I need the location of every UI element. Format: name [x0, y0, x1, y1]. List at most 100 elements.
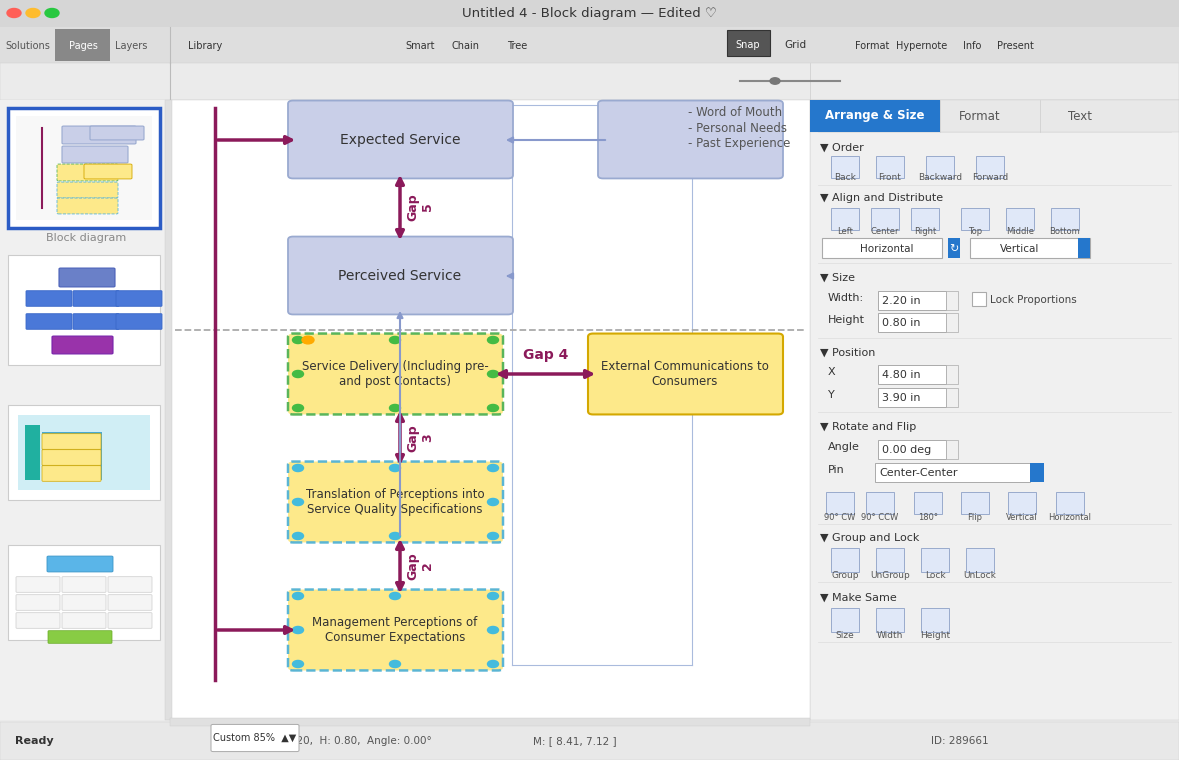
FancyBboxPatch shape	[62, 577, 106, 592]
Bar	[170, 100, 810, 720]
Text: 0.00 deg: 0.00 deg	[882, 445, 931, 455]
Text: Format: Format	[960, 109, 1001, 122]
Text: UnLock: UnLock	[963, 571, 996, 579]
Text: Lock Proportions: Lock Proportions	[990, 295, 1076, 305]
Text: ▼ Group and Lock: ▼ Group and Lock	[821, 533, 920, 543]
Text: 90° CCW: 90° CCW	[862, 512, 898, 521]
Text: Group: Group	[831, 571, 858, 579]
Text: Horizontal: Horizontal	[859, 244, 914, 254]
Text: Gap
3: Gap 3	[406, 424, 434, 451]
Text: Info: Info	[963, 41, 981, 51]
Text: ▼ Size: ▼ Size	[821, 273, 855, 283]
Bar	[876, 608, 904, 632]
Circle shape	[292, 464, 303, 471]
Bar	[961, 492, 989, 514]
Text: Snap: Snap	[736, 40, 760, 50]
Text: Bottom: Bottom	[1049, 227, 1080, 236]
FancyBboxPatch shape	[57, 198, 118, 214]
Bar	[971, 292, 986, 306]
Text: Translation of Perceptions into
Service Quality Specifications: Translation of Perceptions into Service …	[305, 488, 485, 516]
Text: Pages: Pages	[68, 41, 98, 51]
Text: Backward: Backward	[918, 173, 962, 182]
Circle shape	[26, 8, 40, 17]
Text: Front: Front	[878, 173, 902, 182]
Text: Chain: Chain	[452, 41, 479, 51]
Bar	[878, 440, 946, 459]
FancyBboxPatch shape	[84, 164, 132, 179]
Text: 0.80 in: 0.80 in	[882, 318, 921, 328]
Text: Expected Service: Expected Service	[340, 133, 460, 147]
Bar	[966, 548, 994, 572]
FancyBboxPatch shape	[57, 164, 118, 181]
Text: Forward: Forward	[971, 173, 1008, 182]
FancyBboxPatch shape	[26, 291, 72, 306]
Text: ▼ Make Same: ▼ Make Same	[821, 593, 897, 603]
Bar	[946, 365, 959, 384]
Text: Height: Height	[920, 631, 950, 639]
Text: Format: Format	[855, 41, 889, 51]
FancyBboxPatch shape	[288, 236, 513, 315]
Circle shape	[487, 337, 499, 344]
Text: Gap
2: Gap 2	[406, 553, 434, 580]
FancyBboxPatch shape	[17, 613, 60, 629]
FancyBboxPatch shape	[47, 556, 113, 572]
Circle shape	[292, 337, 303, 344]
Bar	[946, 291, 959, 310]
Text: Size: Size	[836, 631, 855, 639]
FancyBboxPatch shape	[17, 595, 60, 610]
Text: Tree: Tree	[507, 41, 527, 51]
Text: Width:: Width:	[828, 293, 864, 303]
Text: ▼ Order: ▼ Order	[821, 143, 864, 153]
Circle shape	[487, 370, 499, 378]
Bar	[831, 608, 859, 632]
Text: Middle: Middle	[1006, 227, 1034, 236]
Circle shape	[7, 8, 21, 17]
Text: Ready: Ready	[15, 736, 53, 746]
Bar	[1030, 463, 1043, 482]
FancyBboxPatch shape	[57, 182, 118, 198]
Circle shape	[487, 593, 499, 600]
Circle shape	[389, 533, 401, 540]
Text: Vertical: Vertical	[1000, 244, 1040, 254]
Circle shape	[45, 8, 59, 17]
Bar	[948, 238, 960, 258]
Bar	[42, 432, 103, 480]
Bar	[1056, 492, 1084, 514]
Bar	[946, 313, 959, 332]
Text: External Communications to
Consumers: External Communications to Consumers	[601, 360, 769, 388]
Text: Center-Center: Center-Center	[880, 468, 957, 478]
FancyBboxPatch shape	[288, 461, 503, 543]
Circle shape	[389, 464, 401, 471]
Bar	[1008, 492, 1036, 514]
Text: Management Perceptions of
Consumer Expectations: Management Perceptions of Consumer Expec…	[312, 616, 477, 644]
Bar	[878, 313, 946, 332]
FancyBboxPatch shape	[73, 314, 119, 329]
Text: Solutions: Solutions	[6, 41, 51, 51]
FancyBboxPatch shape	[73, 291, 119, 306]
FancyBboxPatch shape	[17, 577, 60, 592]
Bar	[18, 415, 150, 490]
Bar	[8, 255, 160, 365]
Bar	[0, 63, 1179, 100]
FancyBboxPatch shape	[62, 613, 106, 629]
FancyBboxPatch shape	[288, 334, 503, 414]
Bar	[961, 208, 989, 230]
Bar	[0, 100, 172, 720]
Text: Perceived Service: Perceived Service	[338, 269, 461, 283]
Text: Back: Back	[834, 173, 856, 182]
Circle shape	[292, 404, 303, 412]
Circle shape	[292, 370, 303, 378]
Bar	[1006, 208, 1034, 230]
Text: Top: Top	[968, 227, 982, 236]
Bar	[875, 463, 1030, 482]
Bar	[1078, 238, 1091, 258]
Circle shape	[302, 336, 314, 344]
Text: Block diagram: Block diagram	[46, 233, 126, 243]
Text: Service Delivery (Including pre-
and post Contacts): Service Delivery (Including pre- and pos…	[302, 360, 488, 388]
Text: Horizontal: Horizontal	[1048, 512, 1092, 521]
Bar	[25, 425, 40, 480]
Bar	[926, 156, 954, 178]
Circle shape	[487, 626, 499, 634]
Bar	[165, 100, 172, 720]
Text: Lock: Lock	[924, 571, 946, 579]
